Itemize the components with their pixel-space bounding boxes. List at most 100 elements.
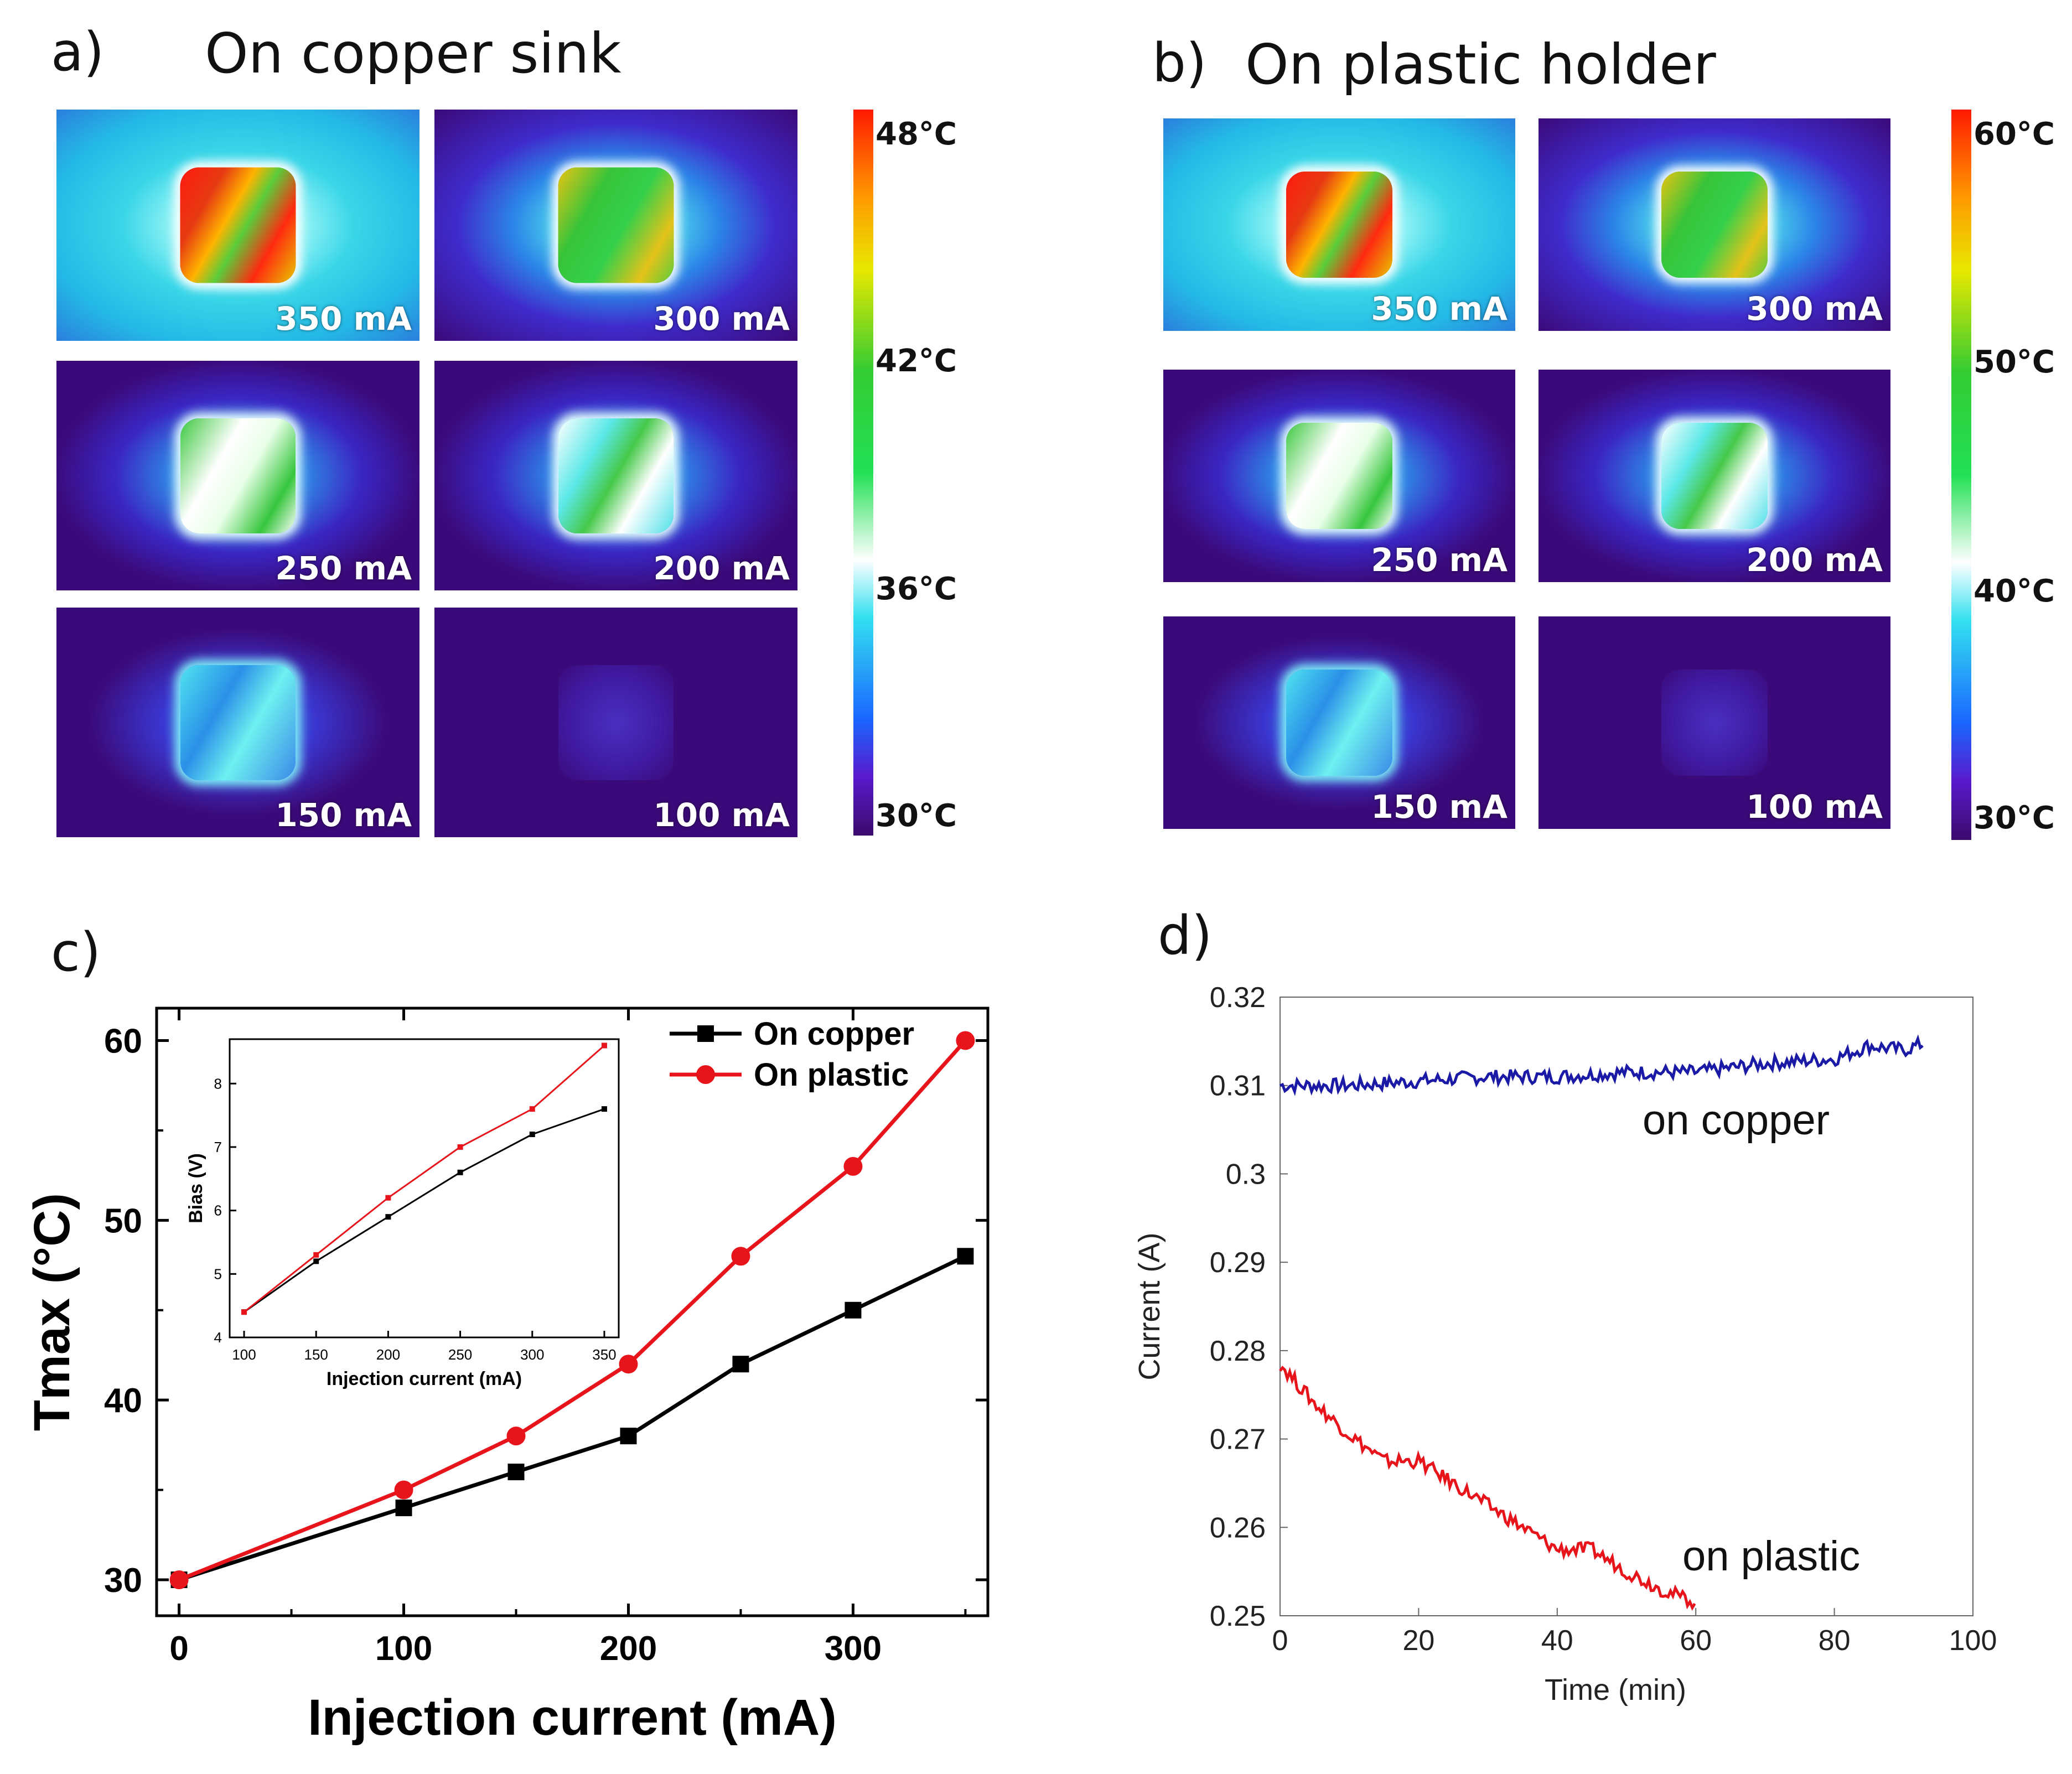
data-point: [731, 1247, 750, 1266]
panel-b-colorbar: [1951, 110, 1971, 840]
y-tick-label: 0.28: [1210, 1335, 1266, 1367]
legend-marker: [696, 1065, 715, 1084]
y-tick-label: 0.31: [1210, 1070, 1266, 1102]
inset-y-tick-label: 6: [214, 1202, 222, 1219]
data-point: [507, 1464, 525, 1481]
inset-series-line-copper: [244, 1108, 605, 1313]
panel-a-title: On copper sink: [205, 21, 621, 86]
thermal-image-tile: 250 mA: [56, 361, 419, 590]
inset-x-tick-label: 350: [592, 1346, 616, 1363]
x-tick-label: 40: [1541, 1625, 1573, 1657]
series-line-copper: [1280, 1034, 1924, 1097]
inset-x-tick-label: 150: [304, 1346, 328, 1363]
panel-a-colorbar-max: 48°C: [876, 116, 957, 152]
led-chip-hotspot: [180, 167, 296, 283]
led-chip-hotspot: [1286, 670, 1392, 776]
panel-d-letter: d): [1158, 905, 1213, 967]
y-tick-label: 0.32: [1210, 982, 1266, 1014]
inset-data-point: [457, 1169, 463, 1175]
inset-data-point: [385, 1214, 391, 1220]
inset-data-point: [529, 1106, 535, 1112]
data-point: [843, 1156, 863, 1176]
x-tick-label: 200: [600, 1630, 657, 1668]
thermal-image-tile: 350 mA: [56, 110, 419, 341]
tile-current-label: 300 mA: [1746, 290, 1883, 328]
thermal-image-tile: 100 mA: [1539, 616, 1890, 829]
led-chip-hotspot: [1661, 670, 1768, 776]
series-label-copper: on copper: [1643, 1097, 1830, 1144]
thermal-image-tile: 150 mA: [56, 608, 419, 837]
y-tick-label: 30: [104, 1562, 142, 1600]
tile-current-label: 350 mA: [1371, 290, 1508, 328]
y-tick-label: 0.29: [1210, 1247, 1266, 1279]
thermal-image-tile: 150 mA: [1163, 616, 1515, 829]
panel-c-main-chart: 0 100 200 300 30 40 50 60 Injection current (mA)…: [24, 1007, 990, 1746]
led-chip-hotspot: [558, 167, 674, 283]
inset-data-point: [601, 1106, 607, 1112]
x-axis-label: Time (min): [1545, 1673, 1686, 1706]
led-chip-hotspot: [180, 665, 296, 780]
tile-current-label: 200 mA: [1746, 541, 1883, 579]
inset-series-line-plastic: [244, 1045, 605, 1313]
tile-current-label: 250 mA: [1371, 541, 1508, 579]
inset-data-point: [313, 1258, 319, 1264]
inset-data-point: [529, 1132, 535, 1138]
inset-data-point: [241, 1309, 247, 1315]
series-label-plastic: on plastic: [1682, 1533, 1860, 1580]
tile-current-label: 300 mA: [653, 300, 790, 338]
x-tick-label: 100: [375, 1630, 432, 1668]
inset-x-axis-label: Injection current (mA): [327, 1368, 522, 1389]
inset-y-tick-label: 8: [214, 1075, 222, 1092]
led-chip-hotspot: [558, 418, 674, 533]
thermal-image-tile: 200 mA: [1539, 370, 1890, 582]
data-point: [957, 1248, 974, 1265]
tile-current-label: 100 mA: [653, 796, 790, 834]
legend-label: On copper: [754, 1016, 914, 1052]
y-axis-label: Tmax (°C): [24, 1193, 80, 1431]
led-chip-hotspot: [558, 665, 674, 780]
tile-current-label: 100 mA: [1746, 788, 1883, 826]
x-tick-label: 0: [169, 1630, 188, 1668]
x-tick-label: 300: [825, 1630, 882, 1668]
data-point: [732, 1356, 749, 1373]
thermal-image-tile: 100 mA: [434, 608, 797, 837]
panel-b-colorbar-min: 30°C: [1973, 800, 2055, 836]
panel-d-chart: 0 20 40 60 80 100 0.25 0.26 0.27 0.28 0.29 0.3 0.31 0…: [1133, 982, 1997, 1706]
y-tick-label: 50: [104, 1202, 142, 1240]
panel-c-letter: c): [51, 921, 101, 983]
inset-y-tick-label: 4: [214, 1329, 222, 1346]
x-tick-label: 80: [1819, 1625, 1851, 1657]
inset-x-tick-label: 100: [232, 1346, 256, 1363]
plot-frame: [1280, 997, 1973, 1616]
y-tick-label: 0.3: [1226, 1158, 1266, 1190]
x-axis-label: Injection current (mA): [308, 1689, 837, 1746]
series-line-plastic: [1279, 1365, 1696, 1611]
led-chip-hotspot: [1661, 172, 1768, 278]
data-point: [394, 1480, 413, 1500]
panel-a-colorbar-tick: 42°C: [876, 343, 957, 379]
led-chip-hotspot: [1661, 423, 1768, 529]
panel-b-colorbar-tick: 50°C: [1973, 344, 2055, 380]
thermal-image-tile: 300 mA: [1539, 118, 1890, 331]
inset-data-point: [313, 1252, 319, 1258]
data-point: [169, 1570, 189, 1590]
panel-b-letter: b): [1152, 32, 1207, 94]
panel-b-title: On plastic holder: [1245, 32, 1716, 97]
thermal-image-tile: 350 mA: [1163, 118, 1515, 331]
panel-c-inset-chart: 100 150 200 250 300 350 4 5 6 7 8 Injection current…: [185, 1038, 620, 1389]
tile-current-label: 150 mA: [1371, 788, 1508, 826]
tile-current-label: 350 mA: [275, 300, 412, 338]
inset-x-tick-label: 250: [448, 1346, 472, 1363]
tile-current-label: 200 mA: [653, 549, 790, 587]
panel-a-colorbar: [853, 110, 873, 836]
panel-b-colorbar-max: 60°C: [1973, 116, 2055, 152]
x-tick-label: 100: [1949, 1625, 1997, 1657]
y-tick-label: 0.26: [1210, 1512, 1266, 1544]
inset-data-point: [385, 1195, 391, 1201]
thermal-image-tile: 250 mA: [1163, 370, 1515, 582]
x-tick-label: 60: [1680, 1625, 1712, 1657]
inset-y-tick-label: 5: [214, 1265, 222, 1282]
led-chip-hotspot: [180, 418, 296, 533]
inset-x-tick-label: 200: [376, 1346, 400, 1363]
